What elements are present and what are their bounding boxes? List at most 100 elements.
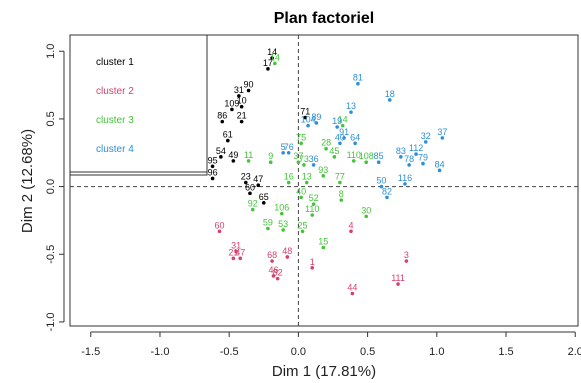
data-point <box>399 155 403 159</box>
point-label: 92 <box>248 199 258 209</box>
point-label: 76 <box>284 142 294 152</box>
point-label: 95 <box>208 155 218 165</box>
x-tick-label: 1.0 <box>429 346 444 358</box>
data-point <box>220 119 225 124</box>
data-point <box>353 141 357 146</box>
data-point <box>285 255 290 259</box>
data-point <box>268 160 273 165</box>
point-label: 78 <box>404 154 414 164</box>
x-tick-label: -1.5 <box>81 346 100 358</box>
data-point <box>304 180 309 185</box>
point-label: 93 <box>318 165 328 175</box>
point-label: 50 <box>376 176 386 186</box>
point-label: 18 <box>385 89 395 99</box>
point-label: 9 <box>268 151 273 161</box>
point-label: 71 <box>300 107 310 117</box>
data-point <box>300 229 305 234</box>
data-point <box>270 56 274 60</box>
point-label: 84 <box>435 159 445 169</box>
point-label: 5 <box>281 142 286 152</box>
point-label: 47 <box>253 174 263 184</box>
data-point <box>239 104 244 109</box>
data-point <box>349 110 353 114</box>
data-point <box>350 291 355 296</box>
point-label: 31 <box>234 85 244 95</box>
data-point <box>440 136 445 140</box>
legend-entry: cluster 4 <box>96 144 134 155</box>
data-point <box>349 229 353 234</box>
data-point <box>230 107 234 112</box>
data-point <box>286 150 291 155</box>
point-label: 23 <box>241 172 251 182</box>
data-point <box>364 214 369 219</box>
point-label: 116 <box>398 173 412 183</box>
axes: -1.5 -1.0 -0.5 0.0 0.5 1.0 1.5 2.0 -1.0 -0.5 0.0 0.… <box>45 34 581 358</box>
point-label: 82 <box>273 268 283 278</box>
data-point <box>239 119 244 124</box>
point-label: 8 <box>339 189 344 199</box>
data-point <box>237 94 241 98</box>
data-point <box>351 159 356 163</box>
point-label: 13 <box>346 101 356 111</box>
point-label: 3 <box>404 250 409 260</box>
data-point <box>379 184 384 189</box>
data-point <box>210 176 215 181</box>
point-label: 64 <box>350 132 360 142</box>
data-point <box>250 207 255 212</box>
point-label: 21 <box>237 111 247 121</box>
data-point <box>248 191 252 196</box>
data-point <box>275 276 280 281</box>
data-point <box>321 245 326 250</box>
data-point <box>310 213 315 217</box>
data-point <box>302 163 306 167</box>
data-point <box>387 98 392 102</box>
data-point <box>225 138 230 143</box>
data-point <box>279 211 284 216</box>
point-label: 47 <box>235 247 245 257</box>
data-point <box>306 123 310 128</box>
data-point <box>338 141 342 146</box>
x-tick-label: -1.0 <box>150 346 169 358</box>
y-tick-label: 0.5 <box>45 111 57 126</box>
data-point <box>332 155 337 159</box>
point-label: 54 <box>216 146 226 156</box>
point-label: 28 <box>321 138 331 148</box>
point-label: 15 <box>318 236 328 246</box>
point-label: 21 <box>228 247 238 257</box>
data-point <box>296 160 301 165</box>
point-label: 46 <box>268 265 278 275</box>
data-point <box>271 274 276 278</box>
point-label: 77 <box>335 172 345 182</box>
point-label: 59 <box>263 218 273 228</box>
data-point <box>421 161 425 166</box>
data-point <box>342 136 346 140</box>
legend-entry: cluster 3 <box>96 115 134 126</box>
y-tick-label: -0.5 <box>45 245 57 264</box>
point-label: 91 <box>339 127 349 137</box>
point-label: 68 <box>267 250 277 260</box>
data-point <box>256 183 261 188</box>
point-label: 109 <box>224 98 239 108</box>
data-point <box>261 201 266 205</box>
y-tick-label: 1.0 <box>45 44 57 59</box>
point-label: 60 <box>245 182 255 192</box>
data-point <box>210 164 215 169</box>
data-point <box>376 160 381 165</box>
data-point <box>270 259 274 263</box>
point-label: 110 <box>347 150 361 160</box>
point-label: 32 <box>421 131 431 141</box>
data-point <box>299 195 303 200</box>
data-point <box>340 123 345 128</box>
point-label: 48 <box>282 246 292 256</box>
point-label: 37 <box>293 151 303 161</box>
point-label: 17 <box>263 58 273 68</box>
point-label: 14 <box>270 52 280 62</box>
point-label: 30 <box>361 205 371 215</box>
data-point <box>403 182 407 186</box>
data-point <box>311 163 316 167</box>
point-label: 104 <box>301 115 316 125</box>
point-label: 60 <box>214 220 224 230</box>
x-tick-label: -0.5 <box>220 346 239 358</box>
data-point <box>414 152 418 156</box>
point-label: 31 <box>231 241 241 251</box>
